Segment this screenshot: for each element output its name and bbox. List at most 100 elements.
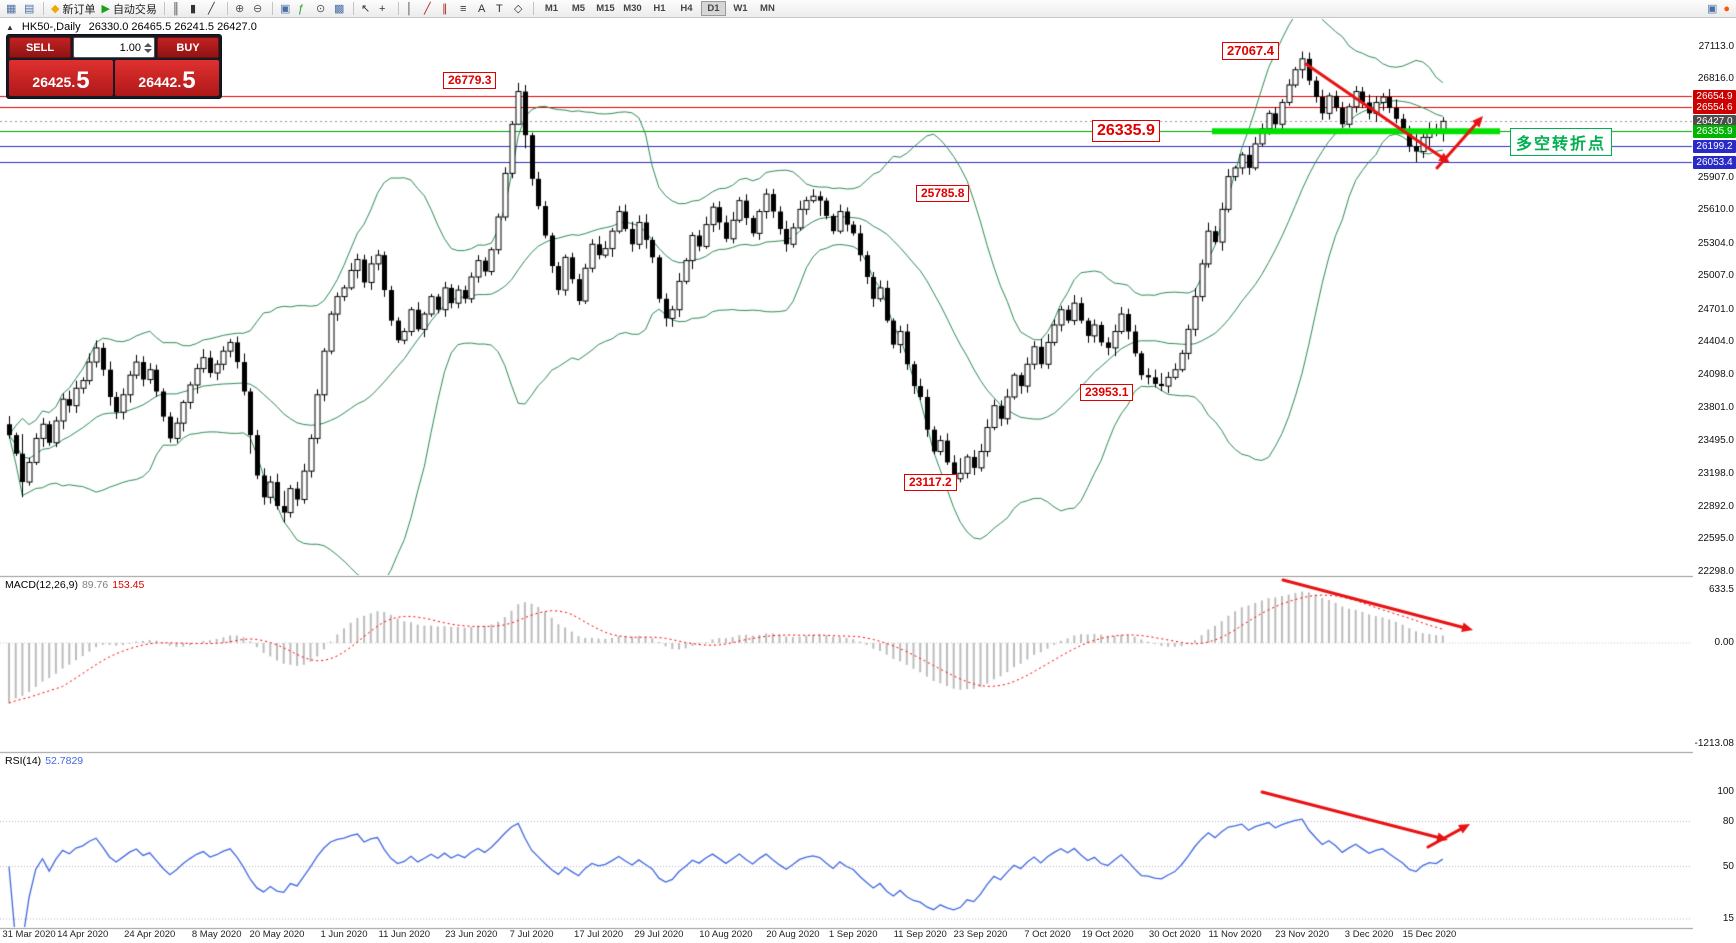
price-tag: 26199.2 xyxy=(1693,139,1736,153)
profiles-icon[interactable]: ▤ xyxy=(21,1,39,17)
volume-stepper[interactable] xyxy=(144,42,152,53)
toolbar-separator xyxy=(226,2,228,15)
axis-tick-label: 23198.0 xyxy=(1697,467,1734,479)
date-label: 31 Mar 2020 xyxy=(2,929,56,940)
notification-icon[interactable]: ● xyxy=(1723,2,1730,15)
axis-tick-label: 633.5 xyxy=(1708,584,1734,596)
volume-input[interactable]: 1.00 xyxy=(73,37,155,58)
one-click-trading-panel: SELL 1.00 BUY 26425. 5 26442. 5 xyxy=(6,34,222,99)
label-icon: T xyxy=(495,2,503,15)
timeframe-D1-button[interactable]: D1 xyxy=(700,1,726,16)
time-scale[interactable]: 31 Mar 2020 14 Apr 2020 24 Apr 2020 8 May 2… xyxy=(0,929,1692,943)
main-toolbar: ▦ ▤ ◆ 新订单 ▶ 自动交易 ║ ▮ ╱ ⊕ ⊖ ▣ ƒ ⊙ ▩ ↖ + │ ╱ ∥ ≡ A T ◇ M1 M5 M15 M30 H… xyxy=(0,0,1736,18)
toolbar-separator xyxy=(43,2,44,15)
price-scale[interactable]: 27113.0 26816.0 25907.0 25610.0 25304.0 25007… xyxy=(1693,18,1736,943)
vertical-line-icon[interactable]: │ xyxy=(403,1,421,17)
templates-icon[interactable]: ▩ xyxy=(331,1,349,17)
equidistant-channel-icon: ∥ xyxy=(441,2,448,15)
candlestick-chart-icon[interactable]: ▮ xyxy=(187,1,205,17)
date-label: 17 Jul 2020 xyxy=(574,929,624,940)
vertical-line-icon: │ xyxy=(405,2,413,15)
label-icon[interactable]: T xyxy=(493,1,511,17)
trendline-icon[interactable]: ╱ xyxy=(421,1,439,17)
cursor-icon[interactable]: ↖ xyxy=(358,1,376,17)
price-callout[interactable]: 26779.3 xyxy=(443,72,497,89)
timeframe-M1-button[interactable]: M1 xyxy=(539,1,564,16)
turning-point-annotation[interactable]: 多空转折点 xyxy=(1510,128,1613,156)
docs-icon[interactable]: ▣ xyxy=(1706,3,1718,15)
equidistant-channel-icon[interactable]: ∥ xyxy=(439,1,457,17)
axis-tick-label: 24098.0 xyxy=(1697,369,1734,381)
new-order-button: ◆ xyxy=(51,2,60,15)
axis-tick-label: 22595.0 xyxy=(1697,533,1734,545)
candlestick-chart-icon: ▮ xyxy=(189,2,196,15)
indicators-icon[interactable]: ƒ xyxy=(295,1,313,17)
date-label: 7 Jul 2020 xyxy=(509,929,554,940)
date-label: 20 Aug 2020 xyxy=(766,929,820,940)
price-callout[interactable]: 26335.9 xyxy=(1092,120,1160,142)
shapes-icon: ◇ xyxy=(513,2,523,15)
ask-big-digit: 5 xyxy=(182,67,196,94)
zoom-out-icon[interactable]: ⊖ xyxy=(250,1,268,17)
ask-price[interactable]: 26442. 5 xyxy=(115,60,219,96)
periods-icon[interactable]: ⊙ xyxy=(313,1,331,17)
timeframe-M5-button[interactable]: M5 xyxy=(566,1,591,16)
new-chart-icon[interactable]: ▦ xyxy=(3,1,21,17)
ohlc-bars-icon[interactable]: ║ xyxy=(169,1,187,17)
tile-windows-icon[interactable]: ▣ xyxy=(277,1,295,17)
line-chart-icon[interactable]: ╱ xyxy=(205,1,223,17)
bid-main-digits: 26425. xyxy=(32,74,76,90)
new-order-button-label: 新订单 xyxy=(62,3,96,16)
date-label: 24 Apr 2020 xyxy=(124,929,176,940)
zoom-out-icon: ⊖ xyxy=(252,2,263,15)
axis-tick-label: 27113.0 xyxy=(1698,40,1734,52)
price-tag: 26053.4 xyxy=(1693,155,1736,169)
price-callout[interactable]: 27067.4 xyxy=(1222,42,1279,61)
date-label: 3 Dec 2020 xyxy=(1344,929,1394,940)
trendline-icon: ╱ xyxy=(423,2,431,15)
collapse-arrow-icon[interactable]: ▲ xyxy=(6,22,14,32)
templates-icon: ▩ xyxy=(333,2,345,15)
price-callout[interactable]: 25785.8 xyxy=(916,185,970,202)
price-tag: 26654.9 xyxy=(1693,89,1736,103)
axis-tick-label: 25907.0 xyxy=(1697,172,1734,184)
toolbar-separator xyxy=(532,2,534,15)
toolbar-right-group: ▣ ● xyxy=(1706,2,1730,16)
volume-value: 1.00 xyxy=(119,41,141,54)
chart-symbol-label: HK50-,Daily xyxy=(21,21,81,33)
date-label: 11 Sep 2020 xyxy=(893,929,947,940)
timeframe-W1-button[interactable]: W1 xyxy=(728,1,753,16)
crosshair-icon: + xyxy=(378,2,386,15)
price-callout[interactable]: 23117.2 xyxy=(904,474,957,491)
timeframe-H1-button[interactable]: H1 xyxy=(647,1,672,16)
macd-name: MACD(12,26,9) xyxy=(5,579,78,591)
bid-price[interactable]: 26425. 5 xyxy=(9,60,113,96)
date-label: 10 Aug 2020 xyxy=(699,929,753,940)
autotrade-button[interactable]: ▶ 自动交易 xyxy=(98,1,159,17)
price-callout[interactable]: 23953.1 xyxy=(1080,384,1134,401)
new-order-button[interactable]: ◆ 新订单 xyxy=(48,1,98,17)
sell-button[interactable]: SELL xyxy=(9,37,71,58)
text-icon[interactable]: A xyxy=(475,1,493,17)
axis-tick-label: 23801.0 xyxy=(1697,401,1734,413)
axis-tick-label: 25007.0 xyxy=(1697,270,1734,282)
zoom-in-icon[interactable]: ⊕ xyxy=(232,1,250,17)
cursor-icon: ↖ xyxy=(360,2,371,15)
fibonacci-icon[interactable]: ≡ xyxy=(457,1,475,17)
timeframe-M15-button[interactable]: M15 xyxy=(593,1,618,16)
timeframe-M30-button[interactable]: M30 xyxy=(620,1,645,16)
timeframe-H4-button[interactable]: H4 xyxy=(674,1,699,16)
macd-indicator-label: MACD(12,26,9) 89.76 153.45 xyxy=(5,579,144,591)
axis-tick-label: 100 xyxy=(1717,785,1734,797)
fibonacci-icon: ≡ xyxy=(459,2,467,15)
ohlc-bars-icon: ║ xyxy=(171,2,180,15)
buy-button[interactable]: BUY xyxy=(157,37,219,58)
autotrade-button-label: 自动交易 xyxy=(112,3,157,16)
crosshair-icon[interactable]: + xyxy=(376,1,394,17)
timeframe-MN-button[interactable]: MN xyxy=(755,1,780,16)
shapes-icon[interactable]: ◇ xyxy=(511,1,529,17)
toolbar-separator xyxy=(352,2,354,15)
date-label: 20 May 2020 xyxy=(249,929,305,940)
date-label: 8 May 2020 xyxy=(191,929,242,940)
